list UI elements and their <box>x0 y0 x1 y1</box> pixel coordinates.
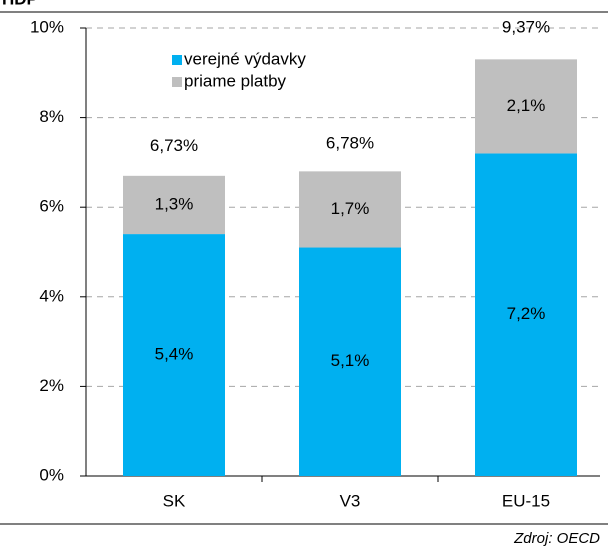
y-tick-label: 4% <box>39 286 64 305</box>
total-label: 9,37% <box>502 18 550 37</box>
bar-segment <box>299 247 401 476</box>
legend-label: verejné výdavky <box>184 49 306 68</box>
value-label: 5,4% <box>155 345 194 364</box>
value-label: 2,1% <box>507 96 546 115</box>
value-label: 1,7% <box>331 199 370 218</box>
y-tick-label: 0% <box>39 465 64 484</box>
source: Zdroj: OECD <box>513 530 600 547</box>
legend-swatch <box>172 77 182 87</box>
value-label: 7,2% <box>507 304 546 323</box>
bar-segment <box>299 171 401 248</box>
x-tick-label: EU-15 <box>502 491 550 510</box>
x-tick-label: SK <box>163 491 186 510</box>
value-label: 1,3% <box>155 194 194 213</box>
total-label: 6,73% <box>150 136 198 155</box>
y-tick-label: 8% <box>39 107 64 126</box>
bar-segment <box>123 175 225 235</box>
y-tick-label: 6% <box>39 197 64 216</box>
bar-segment <box>475 153 577 476</box>
legend-swatch <box>172 55 182 65</box>
x-tick-label: V3 <box>340 491 361 510</box>
legend-label: priame platby <box>184 71 287 90</box>
y-tick-label: 2% <box>39 376 64 395</box>
y-tick-label: 10% <box>30 17 64 36</box>
unit-label: HDP <box>2 0 38 8</box>
value-label: 5,1% <box>331 351 370 370</box>
bar-segment <box>475 59 577 154</box>
bar-segment <box>123 234 225 476</box>
total-label: 6,78% <box>326 134 374 153</box>
